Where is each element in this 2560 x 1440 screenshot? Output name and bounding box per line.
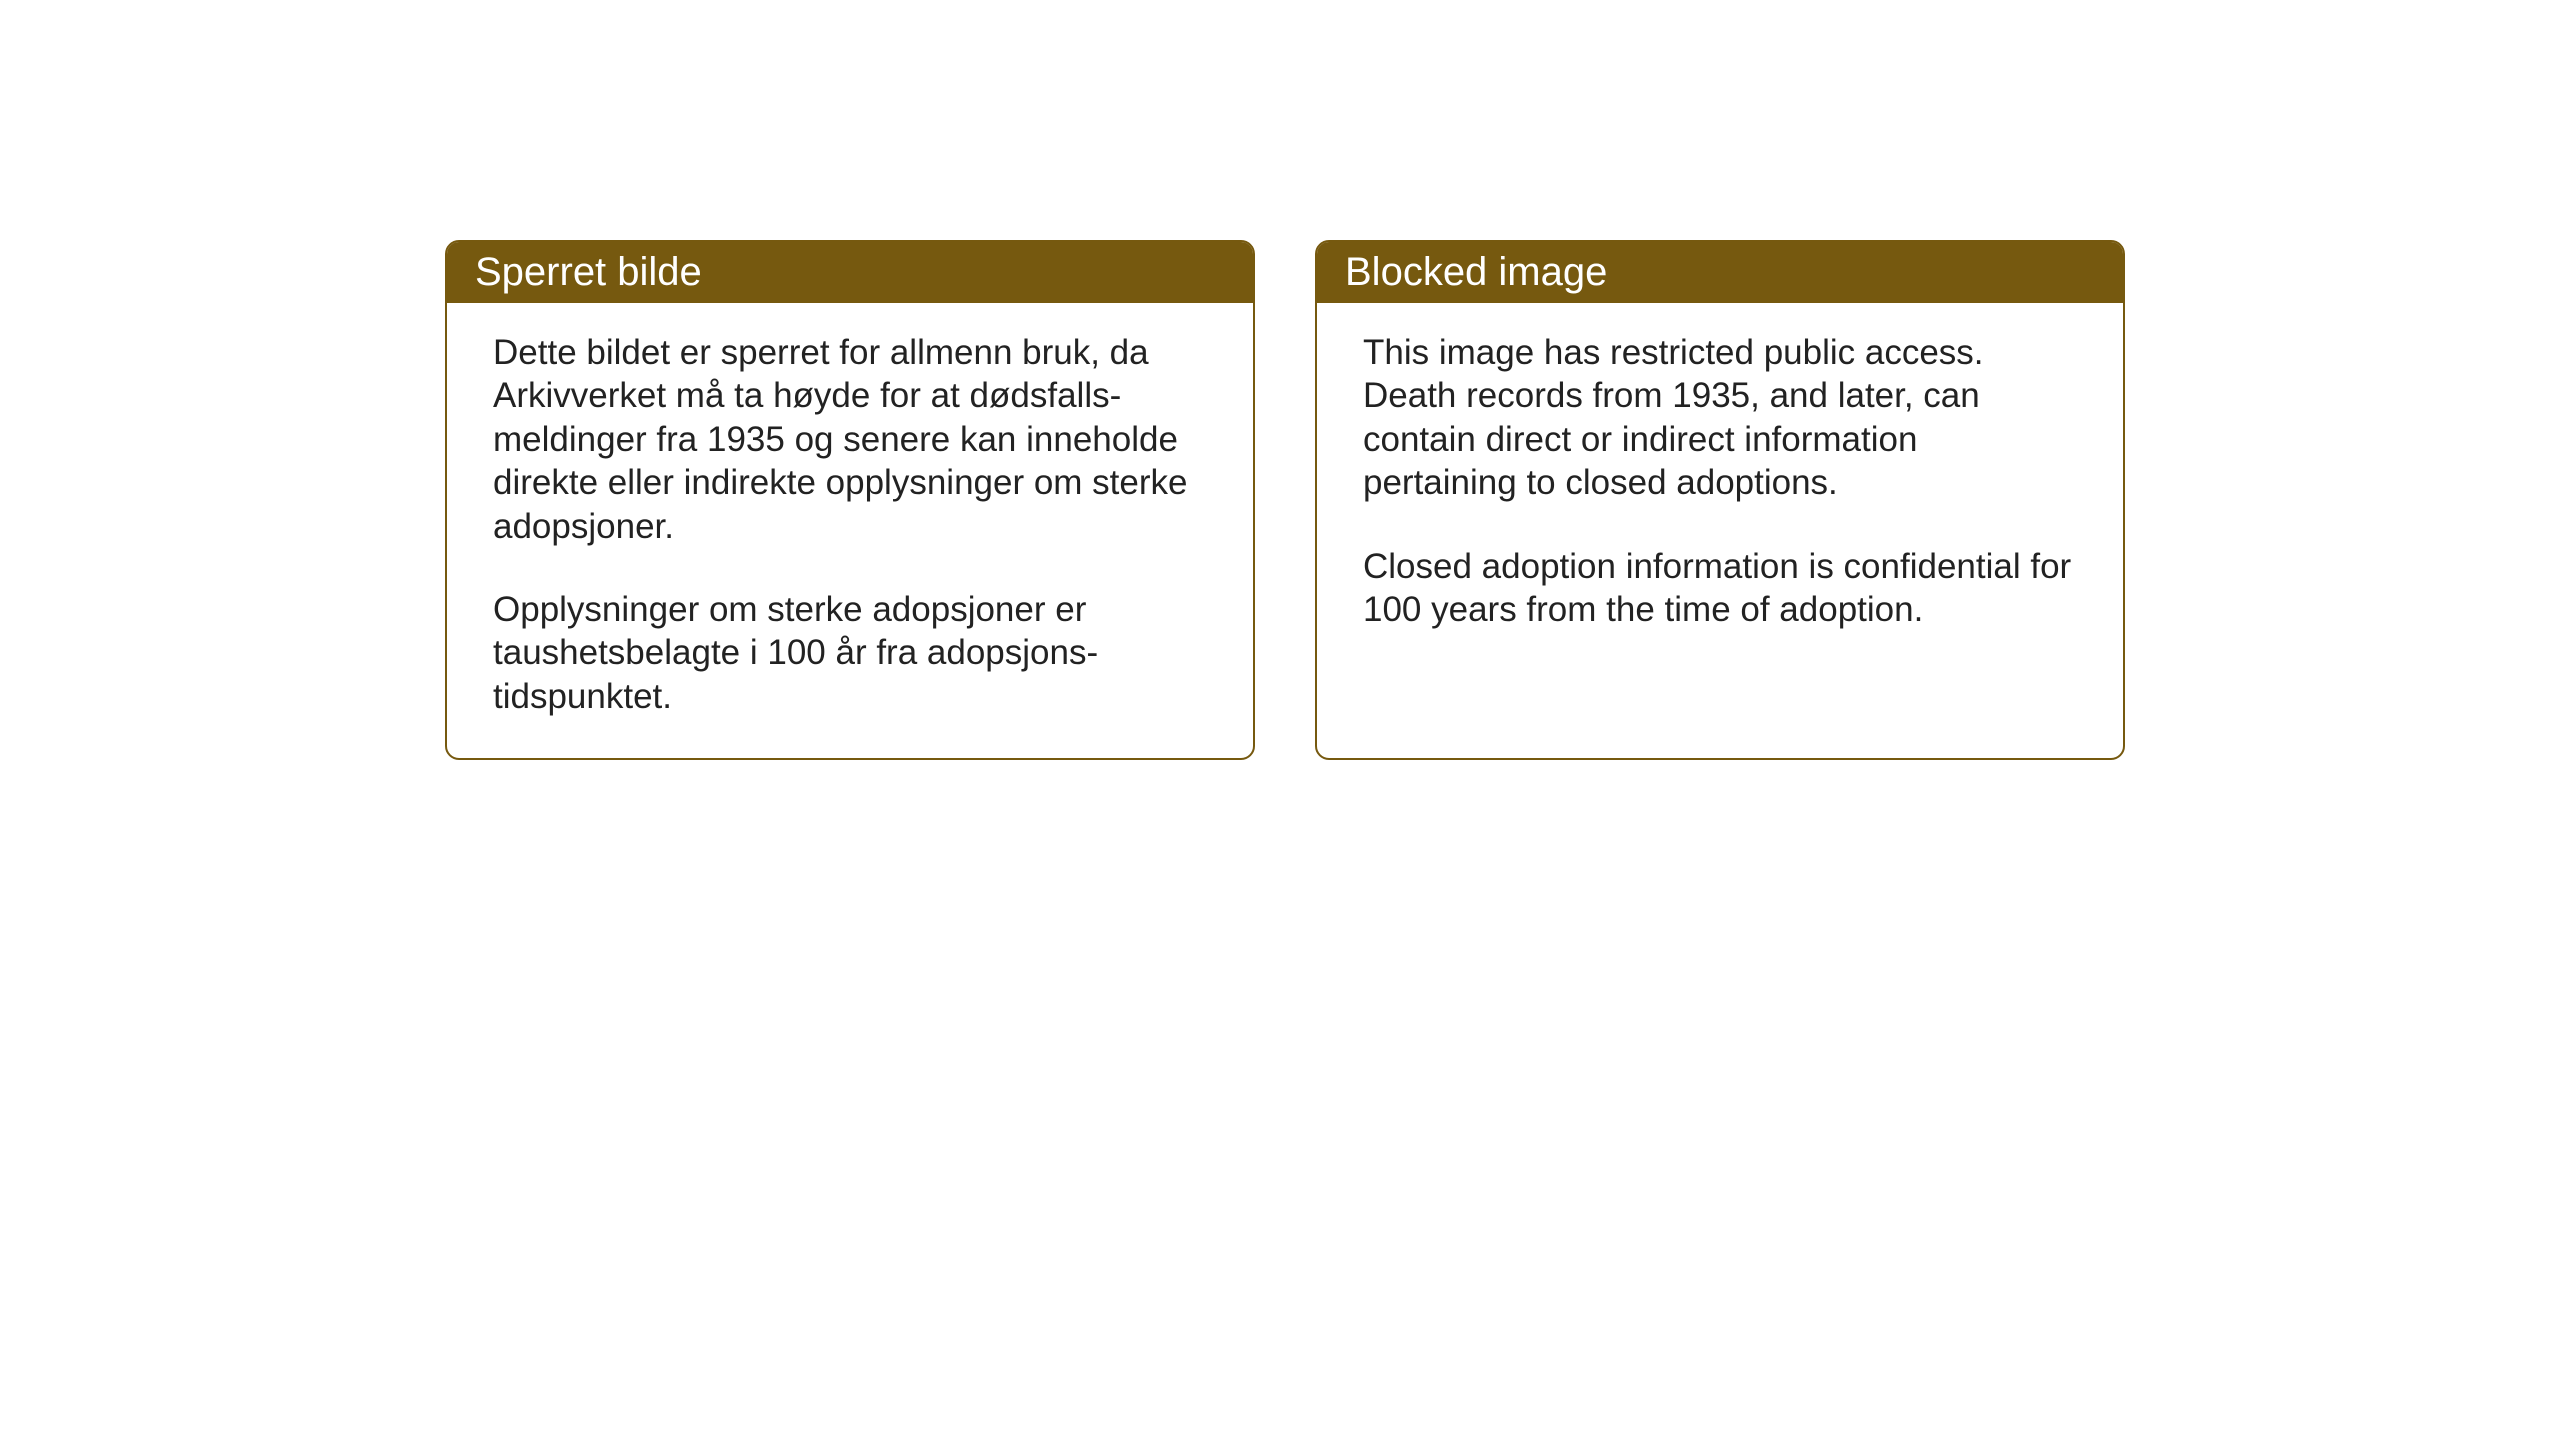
card-header-english: Blocked image [1317,242,2123,303]
notice-container: Sperret bilde Dette bildet er sperret fo… [445,240,2125,760]
norwegian-paragraph-2: Opplysninger om sterke adopsjoner er tau… [493,588,1207,718]
card-body-norwegian: Dette bildet er sperret for allmenn bruk… [447,303,1253,758]
english-paragraph-1: This image has restricted public access.… [1363,331,2077,505]
english-paragraph-2: Closed adoption information is confident… [1363,545,2077,632]
card-header-norwegian: Sperret bilde [447,242,1253,303]
notice-card-english: Blocked image This image has restricted … [1315,240,2125,760]
norwegian-paragraph-1: Dette bildet er sperret for allmenn bruk… [493,331,1207,548]
card-body-english: This image has restricted public access.… [1317,303,2123,671]
notice-card-norwegian: Sperret bilde Dette bildet er sperret fo… [445,240,1255,760]
